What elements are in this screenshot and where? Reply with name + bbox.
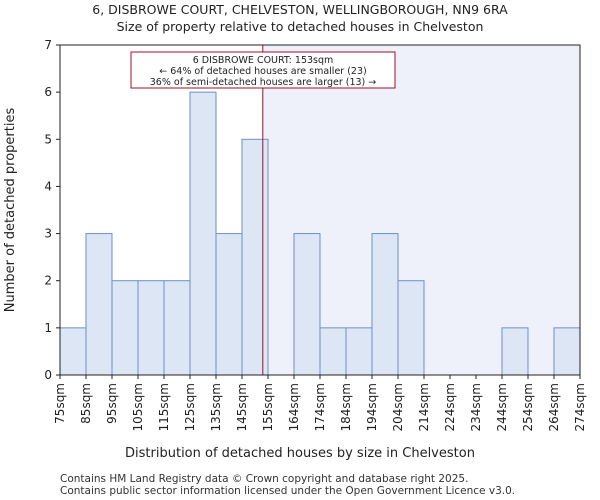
x-tick-label: 155sqm [261, 383, 275, 431]
bar-125sqm [189, 91, 217, 376]
bar-174sqm [319, 327, 347, 376]
annotation-line-1: 6 DISBROWE COURT: 153sqm [193, 55, 334, 66]
annotation-line-3: 36% of semi-detached houses are larger (… [150, 77, 377, 88]
chart-subtitle: Size of property relative to detached ho… [117, 19, 484, 34]
chart-title: 6, DISBROWE COURT, CHELVESTON, WELLINGBO… [92, 2, 508, 17]
x-tick-label: 204sqm [391, 383, 405, 431]
bar-184sqm [345, 327, 373, 376]
bar-85sqm [85, 233, 113, 376]
footer-line-2: Contains public sector information licen… [60, 485, 516, 497]
y-tick-label: 5 [44, 132, 52, 146]
x-tick-label: 135sqm [209, 383, 223, 431]
x-tick-label: 274sqm [573, 383, 587, 431]
y-tick-label: 3 [44, 227, 52, 241]
x-axis-label: Distribution of detached houses by size … [125, 446, 475, 461]
x-tick-label: 115sqm [157, 383, 171, 431]
bar-95sqm [111, 280, 139, 376]
y-tick-label: 1 [44, 321, 52, 335]
bar-105sqm [137, 280, 165, 376]
y-tick-label: 2 [44, 274, 52, 288]
annotation-box: 6 DISBROWE COURT: 153sqm ← 64% of detach… [130, 51, 396, 89]
x-tick-label: 264sqm [547, 383, 561, 431]
x-tick-label: 184sqm [339, 383, 353, 431]
x-tick-label: 224sqm [443, 383, 457, 431]
y-axis-label: Number of detached properties [3, 108, 18, 313]
x-tick-label: 85sqm [79, 383, 93, 424]
bar-75sqm [59, 327, 87, 376]
bar-164sqm [293, 233, 321, 376]
x-tick-label: 254sqm [521, 383, 535, 431]
plot-area: 0 1 2 3 4 5 6 7 75sqm 85sqm 95sqm 105sqm 115sqm 125s… [44, 38, 587, 431]
x-tick-label: 145sqm [235, 383, 249, 431]
x-tick-label: 164sqm [287, 383, 301, 431]
bar-264sqm [553, 327, 581, 376]
x-tick-label: 105sqm [131, 383, 145, 431]
footer-line-1: Contains HM Land Registry data © Crown c… [60, 473, 469, 485]
annotation-line-2: ← 64% of detached houses are smaller (23… [159, 66, 366, 77]
y-tick-label: 6 [44, 85, 52, 99]
annotation-border [130, 51, 396, 89]
bar-115sqm [163, 280, 191, 376]
x-tick-label: 214sqm [417, 383, 431, 431]
y-tick-label: 0 [44, 368, 52, 382]
x-tick-label: 234sqm [469, 383, 483, 431]
bar-244sqm [501, 327, 529, 376]
x-tick-label: 194sqm [365, 383, 379, 431]
y-tick-label: 4 [44, 179, 52, 193]
x-tick-label: 75sqm [53, 383, 67, 424]
bar-145sqm [241, 138, 269, 376]
bar-135sqm [215, 233, 243, 376]
x-tick-label: 125sqm [183, 383, 197, 431]
x-tick-label: 244sqm [495, 383, 509, 431]
bar-194sqm [371, 233, 399, 376]
x-tick-label: 174sqm [313, 383, 327, 431]
bar-204sqm [397, 280, 425, 376]
y-tick-label: 7 [44, 38, 52, 52]
x-tick-label: 95sqm [105, 383, 119, 424]
